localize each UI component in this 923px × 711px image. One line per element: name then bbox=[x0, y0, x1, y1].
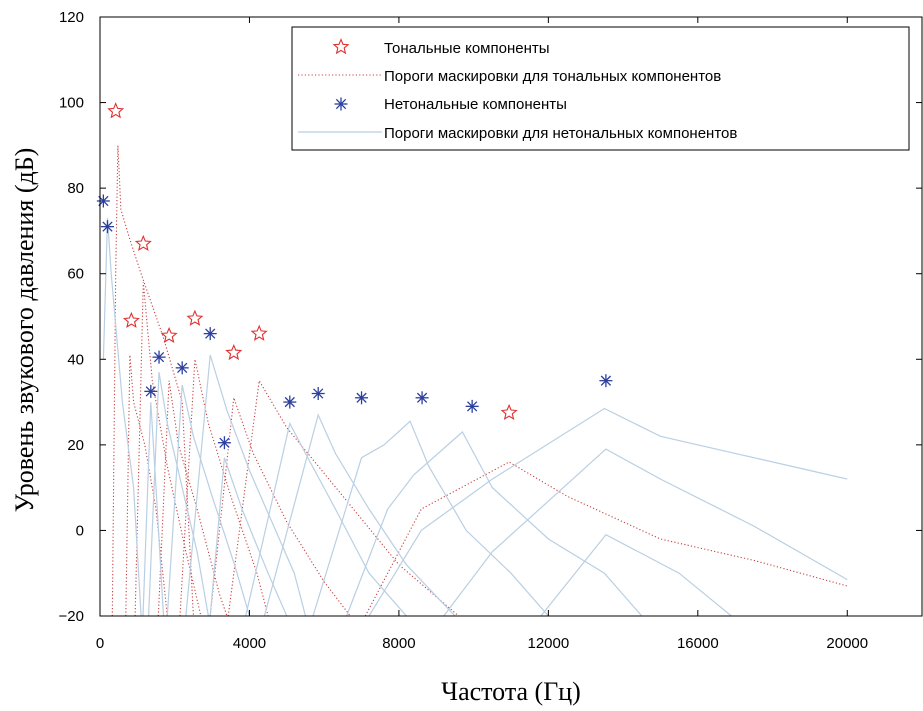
y-tick-label-6: 100 bbox=[59, 95, 84, 112]
nontonal-point-2 bbox=[144, 384, 158, 398]
tonal-point-1 bbox=[122, 311, 140, 328]
nontonal-threshold-curve-8 bbox=[312, 420, 549, 616]
nontonal-point-1 bbox=[100, 220, 114, 234]
y-tick-label-3: 40 bbox=[67, 351, 84, 368]
x-tick-label-5: 20000 bbox=[826, 635, 868, 652]
nontonal-threshold-curve-6 bbox=[245, 421, 407, 616]
nontonal-point-11 bbox=[465, 399, 479, 413]
legend: Тональные компоненты Пороги маскировки д… bbox=[291, 26, 910, 151]
nontonal-threshold-curve-4 bbox=[185, 354, 307, 616]
nontonal-point-12 bbox=[599, 374, 613, 388]
plot-markers bbox=[96, 102, 613, 450]
plot-lines bbox=[102, 145, 848, 616]
tonal-threshold-curve-3 bbox=[157, 380, 228, 616]
tonal-threshold-curve-4 bbox=[179, 359, 269, 616]
x-tick-label-2: 8000 bbox=[382, 635, 415, 652]
tonal-threshold-curve-5 bbox=[209, 397, 351, 616]
nontonal-threshold-curve-2 bbox=[148, 372, 209, 616]
nontonal-threshold-curve-5 bbox=[209, 457, 288, 616]
tonal-threshold-curve-2 bbox=[134, 282, 202, 616]
x-tick-label-4: 16000 bbox=[677, 635, 719, 652]
x-tick-label-0: 0 bbox=[96, 635, 104, 652]
tonal-threshold-curve-0 bbox=[111, 145, 194, 616]
x-tick-label-1: 4000 bbox=[233, 635, 266, 652]
tonal-point-7 bbox=[500, 403, 518, 420]
tonal-point-4 bbox=[186, 309, 204, 326]
nontonal-threshold-curve-0 bbox=[102, 218, 142, 616]
tonal-point-0 bbox=[107, 102, 125, 119]
nontonal-point-5 bbox=[203, 327, 217, 341]
tonal-point-3 bbox=[160, 326, 178, 343]
legend-sample-nontonal bbox=[334, 97, 348, 111]
legend-label-nontonal-threshold: Пороги маскировки для нетональных компон… bbox=[384, 125, 737, 142]
y-tick-label-2: 20 bbox=[67, 437, 84, 454]
plot-frame bbox=[99, 16, 923, 617]
nontonal-point-6 bbox=[217, 436, 231, 450]
tonal-threshold-curve-6 bbox=[227, 379, 460, 616]
nontonal-point-7 bbox=[283, 395, 297, 409]
y-tick-label-4: 60 bbox=[67, 266, 84, 283]
legend-sample-tonal bbox=[332, 38, 350, 55]
nontonal-threshold-curve-7 bbox=[263, 413, 456, 616]
axis-ticks: 0 4000 8000 12000 16000 20000 −20 0 20 40 60 80 100 1… bbox=[59, 9, 922, 652]
legend-label-nontonal: Нетональные компоненты bbox=[384, 96, 567, 113]
legend-label-tonal-threshold: Пороги маскировки для тональных компонен… bbox=[384, 68, 721, 85]
nontonal-point-10 bbox=[415, 391, 429, 405]
y-tick-label-7: 120 bbox=[59, 9, 84, 26]
y-axis-title: Уровень звукового давления (дБ) bbox=[10, 148, 39, 513]
tonal-threshold-curve-7 bbox=[364, 461, 848, 616]
nontonal-point-0 bbox=[96, 194, 110, 208]
nontonal-point-9 bbox=[355, 391, 369, 405]
nontonal-point-8 bbox=[311, 387, 325, 401]
x-axis-title: Частота (Гц) bbox=[441, 677, 581, 706]
nontonal-point-3 bbox=[152, 350, 166, 364]
y-tick-label-0: −20 bbox=[59, 608, 84, 625]
nontonal-threshold-curve-3 bbox=[166, 384, 251, 616]
nontonal-threshold-curve-10 bbox=[368, 407, 848, 616]
nontonal-threshold-curve-12 bbox=[540, 533, 732, 616]
y-tick-label-1: 0 bbox=[76, 522, 84, 539]
tonal-point-6 bbox=[250, 324, 268, 341]
y-tick-label-5: 80 bbox=[67, 180, 84, 197]
nontonal-threshold-curve-1 bbox=[142, 402, 165, 616]
legend-label-tonal: Тональные компоненты bbox=[384, 40, 550, 57]
nontonal-threshold-curve-9 bbox=[346, 431, 643, 616]
tonal-point-5 bbox=[225, 343, 243, 361]
legend-box bbox=[291, 26, 910, 151]
tonal-point-2 bbox=[134, 234, 152, 251]
legend-samples bbox=[298, 38, 382, 133]
nontonal-threshold-curve-11 bbox=[443, 448, 848, 616]
x-tick-label-3: 12000 bbox=[528, 635, 570, 652]
nontonal-point-4 bbox=[175, 361, 189, 375]
